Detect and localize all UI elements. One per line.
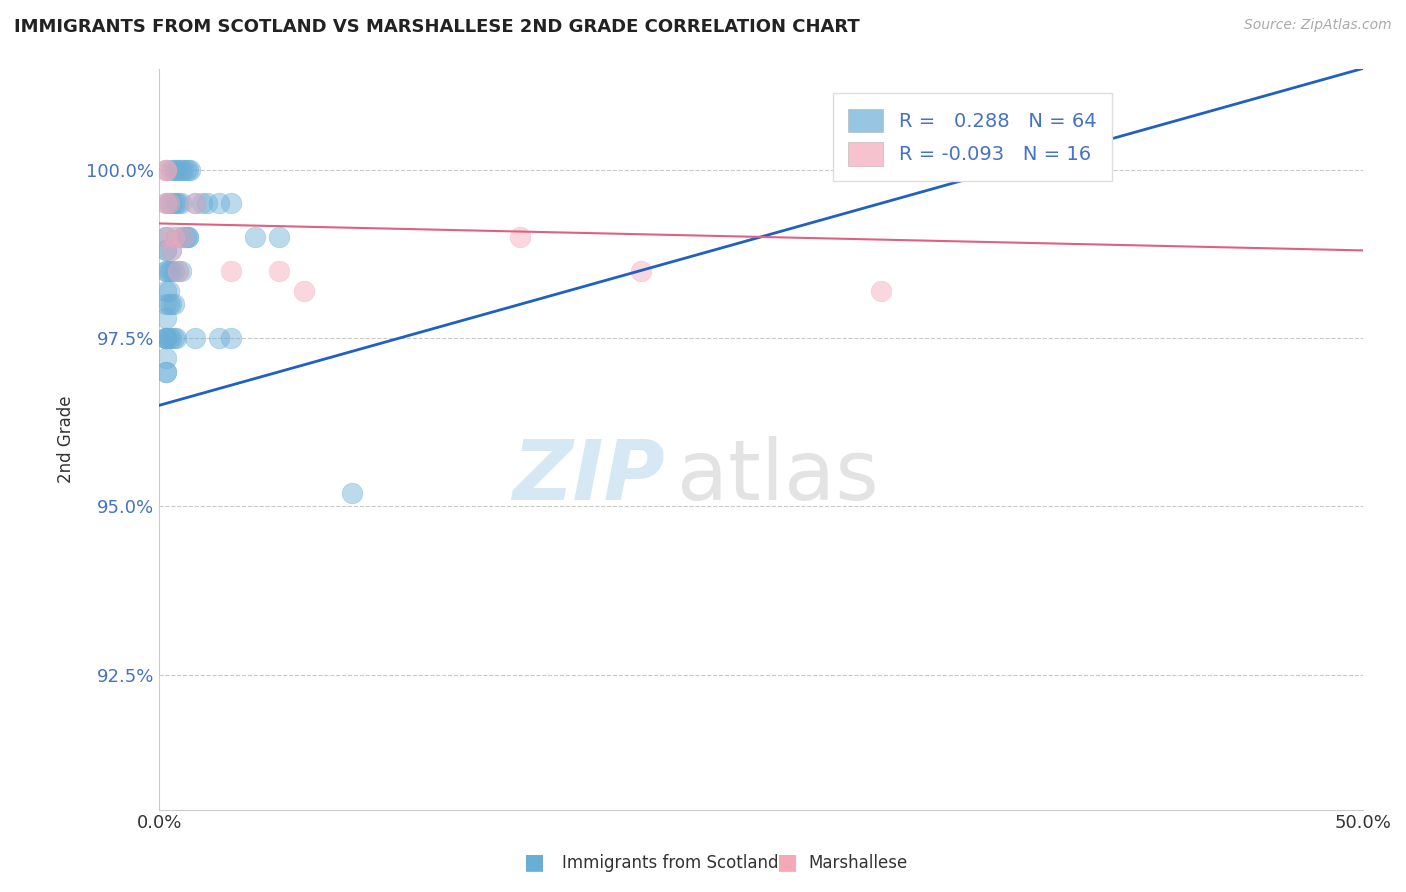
Point (172, 230, 194, 244)
Text: Immigrants from Scotland: Immigrants from Scotland (562, 855, 779, 872)
Text: ZIP: ZIP (512, 435, 665, 516)
Point (172, 230, 194, 244)
Point (160, 331, 183, 345)
Point (155, 310, 177, 325)
Point (165, 230, 187, 244)
Point (165, 196, 187, 211)
Point (155, 196, 177, 211)
Point (157, 263, 180, 277)
Point (155, 365, 177, 379)
Point (155, 331, 177, 345)
Text: Marshallese: Marshallese (808, 855, 908, 872)
Point (157, 196, 180, 211)
Point (870, 284, 893, 298)
Point (167, 263, 190, 277)
Point (177, 230, 200, 244)
Point (174, 230, 197, 244)
Point (179, 162, 201, 177)
Point (630, 263, 652, 277)
Point (160, 162, 183, 177)
Point (269, 230, 291, 244)
Point (155, 244, 177, 258)
Text: ■: ■ (524, 853, 544, 872)
Point (509, 230, 531, 244)
Point (170, 196, 193, 211)
Point (191, 196, 214, 211)
Text: IMMIGRANTS FROM SCOTLAND VS MARSHALLESE 2ND GRADE CORRELATION CHART: IMMIGRANTS FROM SCOTLAND VS MARSHALLESE … (14, 18, 860, 36)
Y-axis label: 2nd Grade: 2nd Grade (58, 395, 75, 483)
Point (155, 263, 177, 277)
Point (155, 351, 177, 366)
Point (184, 196, 207, 211)
Point (162, 230, 184, 244)
Point (157, 284, 180, 298)
Text: ■: ■ (778, 853, 797, 872)
Text: Source: ZipAtlas.com: Source: ZipAtlas.com (1244, 18, 1392, 32)
Point (167, 162, 190, 177)
Point (155, 162, 177, 177)
Point (155, 263, 177, 277)
Point (155, 284, 177, 298)
Point (155, 331, 177, 345)
Point (292, 284, 315, 298)
Point (155, 297, 177, 311)
Point (157, 297, 180, 311)
Point (155, 244, 177, 258)
Point (155, 331, 177, 345)
Point (155, 230, 177, 244)
Point (155, 162, 177, 177)
Point (184, 196, 207, 211)
Point (172, 230, 194, 244)
Point (160, 263, 183, 277)
Point (208, 196, 231, 211)
Point (162, 297, 184, 311)
Point (170, 263, 193, 277)
Point (184, 331, 207, 345)
Point (221, 263, 243, 277)
Point (160, 244, 183, 258)
Point (162, 331, 184, 345)
Point (162, 162, 184, 177)
Point (157, 196, 180, 211)
Point (155, 230, 177, 244)
Point (160, 244, 183, 258)
Point (155, 365, 177, 379)
Point (165, 331, 187, 345)
Point (269, 263, 291, 277)
Point (245, 230, 267, 244)
Point (162, 196, 184, 211)
Point (157, 331, 180, 345)
Point (221, 331, 243, 345)
Text: atlas: atlas (676, 435, 879, 516)
Point (170, 162, 193, 177)
Point (174, 162, 197, 177)
Point (165, 162, 187, 177)
Point (195, 196, 218, 211)
Point (160, 196, 183, 211)
Point (155, 331, 177, 345)
Point (167, 263, 190, 277)
Point (340, 486, 363, 500)
Point (177, 162, 200, 177)
Point (155, 162, 177, 177)
Point (208, 331, 231, 345)
Point (155, 230, 177, 244)
Point (167, 196, 190, 211)
Point (155, 196, 177, 211)
Point (221, 196, 243, 211)
Point (177, 230, 200, 244)
Point (160, 297, 183, 311)
Point (162, 263, 184, 277)
Legend: R =   0.288   N = 64, R = -0.093   N = 16: R = 0.288 N = 64, R = -0.093 N = 16 (832, 93, 1112, 181)
Point (172, 162, 194, 177)
